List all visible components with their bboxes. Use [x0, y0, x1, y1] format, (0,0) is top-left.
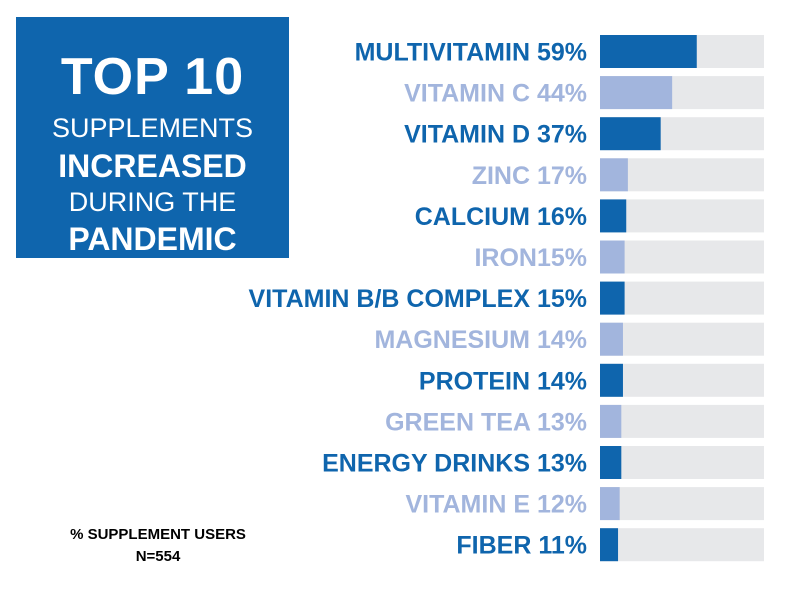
bar-label: VITAMIN E 12% [405, 491, 587, 519]
bar-label: VITAMIN C 44% [404, 80, 587, 108]
bar-label: IRON15% [474, 244, 587, 272]
bar-label: VITAMIN D 37% [404, 121, 587, 149]
title-line-5: PANDEMIC [68, 221, 237, 257]
bar-track [600, 446, 764, 479]
bar-iron [600, 240, 625, 274]
title-line-3: INCREASED [58, 148, 247, 184]
bar-label: MULTIVITAMIN 59% [355, 39, 587, 67]
footnote: % SUPPLEMENT USERS N=554 [58, 524, 258, 568]
bar-track [600, 281, 764, 315]
bar-vitamin-c [600, 76, 673, 110]
bar-label: FIBER 11% [456, 532, 587, 560]
bar-label: CALCIUM 16% [415, 203, 587, 231]
bar-green-tea [600, 404, 622, 438]
bar-track [600, 322, 764, 356]
title-line-4: DURING THE [68, 187, 237, 217]
bar-track [600, 528, 764, 562]
bar-magnesium [600, 322, 623, 356]
footnote-units: % SUPPLEMENT USERS [70, 526, 246, 543]
title-line-2: SUPPLEMENTS [51, 113, 254, 143]
bar-zinc [600, 158, 628, 192]
bar-calcium [600, 199, 627, 233]
bar-track [600, 240, 764, 274]
bar-label: MAGNESIUM 14% [374, 326, 587, 354]
bar-multivitamin [600, 35, 697, 68]
bar-label: PROTEIN 14% [419, 367, 587, 395]
bar-vitamin-e [600, 487, 620, 521]
title-box: TOP 10 SUPPLEMENTS INCREASED DURING THE … [16, 17, 289, 258]
bar-track [600, 404, 764, 438]
bar-label: VITAMIN B/B COMPLEX 15% [249, 285, 587, 313]
footnote-sample-size: N=554 [135, 548, 181, 565]
title-line-1: TOP 10 [60, 48, 245, 106]
bar-label: GREEN TEA 13% [385, 408, 587, 436]
bar-fiber [600, 528, 619, 562]
bar-vitamin-b-b-complex [600, 281, 625, 315]
bar-energy-drinks [600, 446, 622, 479]
bar-track [600, 487, 764, 521]
bar-label: ZINC 17% [472, 162, 587, 190]
bar-label: ENERGY DRINKS 13% [322, 450, 587, 478]
bar-protein [600, 363, 623, 397]
bar-track [600, 199, 764, 233]
bar-track [600, 363, 764, 397]
bar-vitamin-d [600, 117, 661, 151]
